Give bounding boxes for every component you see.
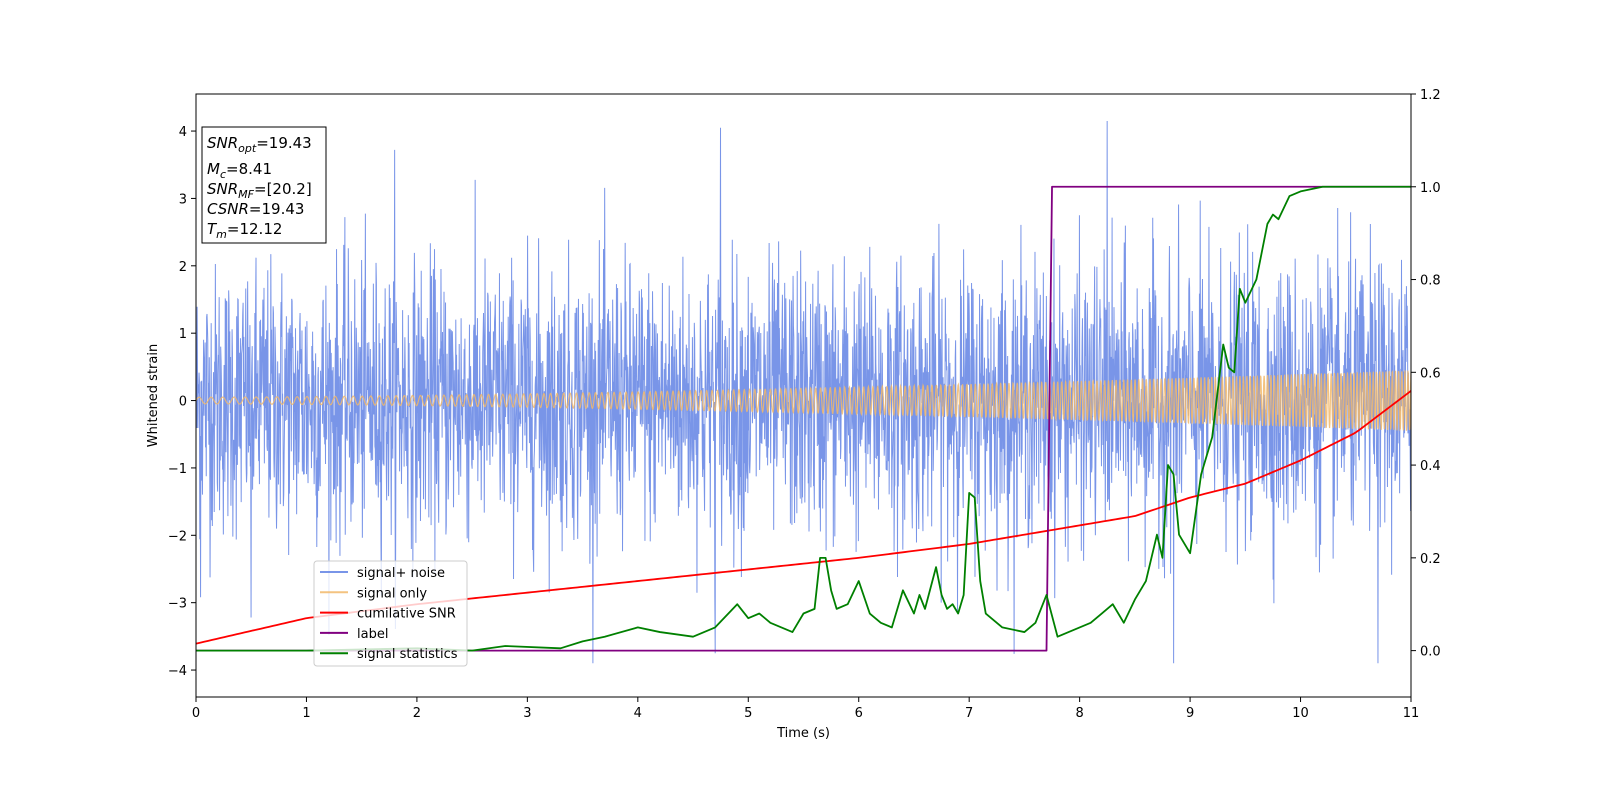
snr-mf-symbol: SNR: [207, 180, 238, 198]
legend-entry: signal statistics: [357, 647, 458, 662]
axes-layer: 0 1 2 3 4 5 6 7 8 9 10 1143210−1−2−3−41.21.00.80.60…: [168, 88, 1441, 721]
y-tick-label: −3: [168, 597, 187, 612]
legend-entry: cumilative SNR: [357, 607, 456, 622]
x-tick-label: 4: [634, 706, 642, 721]
y-tick-label: −1: [168, 462, 187, 477]
y-tick-label: −4: [168, 664, 187, 679]
series-signal-statistics: [196, 185, 1411, 652]
tm-value: =12.12: [227, 220, 283, 238]
legend-frame: [313, 560, 468, 667]
mc-symbol: M: [207, 160, 220, 178]
legend-entry: label: [357, 627, 388, 642]
x-tick-label: 0: [192, 706, 200, 721]
annotation-snr-opt: SNRopt=19.43: [207, 134, 312, 155]
annotation-box: SNRopt=19.43 Mc=8.41 SNRMF=[20.2] CSNR=1…: [201, 126, 327, 244]
y2-tick-label: 0.6: [1420, 366, 1441, 381]
x-axis-label: Time (s): [776, 726, 830, 741]
y2-tick-label: 1.2: [1420, 88, 1441, 103]
x-tick-label: 2: [413, 706, 421, 721]
mc-value: =8.41: [226, 160, 272, 178]
legend: signal+ noise signal only cumilative SNR la…: [313, 560, 468, 667]
y-tick-label: 4: [179, 125, 187, 140]
y2-tick-label: 0.0: [1420, 645, 1441, 660]
snr-opt-symbol: SNR: [207, 134, 238, 152]
mc-subscript: c: [220, 168, 226, 181]
y2-tick-label: 0.8: [1420, 274, 1441, 289]
snr-mf-subscript: MF: [238, 188, 254, 201]
y-axis-label: Whitened strain: [146, 344, 161, 447]
tm-symbol: T: [207, 220, 218, 238]
x-tick-label: 7: [965, 706, 973, 721]
y2-tick-label: 1.0: [1420, 181, 1441, 196]
series-label: [196, 185, 1411, 652]
legend-entry: signal only: [357, 586, 427, 601]
x-tick-label: 8: [1075, 706, 1083, 721]
y2-tick-label: 0.2: [1420, 552, 1441, 567]
snr-opt-value: =19.43: [256, 134, 312, 152]
series-signal-only: [196, 370, 1411, 432]
y-tick-label: 1: [179, 327, 187, 342]
y-tick-label: −2: [168, 529, 187, 544]
x-tick-label: 10: [1292, 706, 1309, 721]
x-tick-label: 3: [523, 706, 531, 721]
annotation-snr-mf: SNRMF=[20.2]: [207, 180, 312, 201]
y-tick-label: 3: [179, 192, 187, 207]
x-tick-label: 5: [744, 706, 752, 721]
x-tick-label: 11: [1403, 706, 1420, 721]
tm-subscript: m: [216, 228, 227, 241]
plot-frame: [195, 93, 1412, 698]
y-tick-label: 0: [179, 395, 187, 410]
series-signal-noise: [196, 120, 1411, 664]
csnr-symbol: CSNR: [207, 200, 249, 218]
annotation-tm: Tm=12.12: [207, 220, 282, 241]
legend-entry: signal+ noise: [357, 566, 445, 581]
y2-tick-label: 0.4: [1420, 459, 1441, 474]
x-tick-label: 1: [302, 706, 310, 721]
y-tick-label: 2: [179, 260, 187, 275]
snr-opt-subscript: opt: [238, 142, 257, 155]
csnr-value: =19.43: [249, 200, 305, 218]
x-tick-label: 6: [855, 706, 863, 721]
annotation-frame: [201, 126, 327, 244]
annotation-mc: Mc=8.41: [207, 160, 272, 181]
annotation-csnr: CSNR=19.43: [207, 200, 304, 218]
snr-mf-value: =[20.2]: [254, 180, 312, 198]
x-tick-label: 9: [1186, 706, 1194, 721]
